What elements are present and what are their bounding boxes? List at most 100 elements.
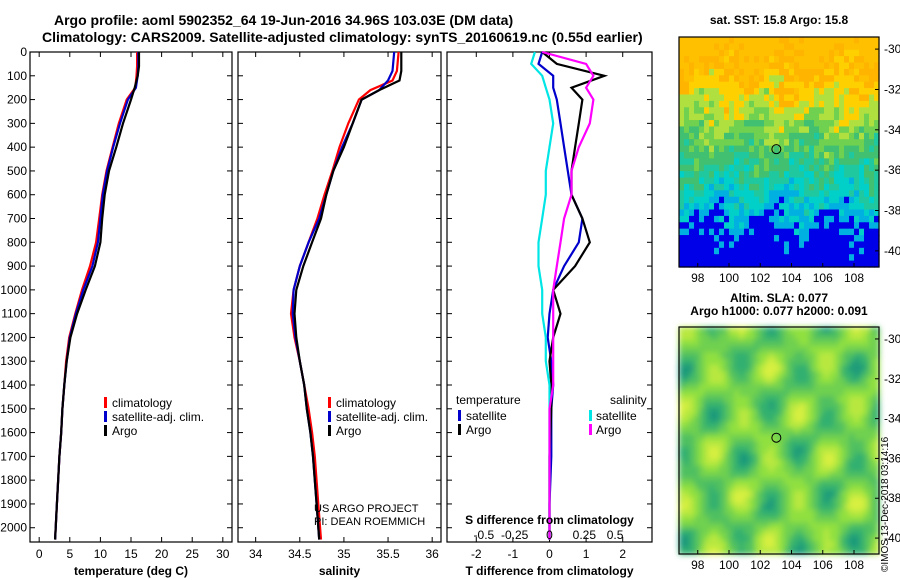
- map-cell: [734, 43, 740, 51]
- map-cell: [724, 177, 730, 185]
- map-cell: [864, 88, 870, 96]
- map-cell: [874, 68, 880, 76]
- map-cell: [854, 358, 860, 366]
- depth-tick-label: 800: [7, 235, 27, 249]
- map-cell: [699, 94, 705, 102]
- map-cell: [719, 241, 725, 249]
- x-axis-label: T difference from climatology: [465, 564, 633, 578]
- map-cell: [849, 247, 855, 255]
- map-cell: [869, 497, 875, 505]
- depth-tick-label: 1600: [0, 426, 27, 440]
- map-cell: [774, 446, 780, 454]
- map-cell: [829, 43, 835, 51]
- map-cell: [734, 509, 740, 517]
- map-cell: [784, 402, 790, 410]
- map-cell: [844, 49, 850, 57]
- map-cell: [694, 408, 700, 416]
- map-lat-label: -38: [884, 204, 900, 218]
- map-cell: [839, 497, 845, 505]
- map-cell: [809, 503, 815, 511]
- map-cell: [814, 100, 820, 108]
- map-cell: [749, 478, 755, 486]
- map-cell: [834, 247, 840, 255]
- map-cell: [794, 434, 800, 442]
- map-cell: [749, 396, 755, 404]
- map-cell: [764, 528, 770, 536]
- map-cell: [784, 171, 790, 179]
- map-cell: [684, 402, 690, 410]
- map-cell: [699, 408, 705, 416]
- map-cell: [689, 547, 695, 555]
- map-cell: [794, 421, 800, 429]
- map-cell: [849, 358, 855, 366]
- plot-frame: [237, 51, 442, 543]
- map-cell: [854, 177, 860, 185]
- map-cell: [864, 352, 870, 360]
- map-cell: [784, 37, 790, 44]
- map-cell: [854, 408, 860, 416]
- map-cell: [789, 152, 795, 159]
- map-cell: [734, 339, 740, 347]
- map-cell: [719, 472, 725, 479]
- map-cell: [784, 396, 790, 404]
- map-cell: [869, 254, 875, 262]
- map-cell: [844, 145, 850, 153]
- map-cell: [699, 547, 705, 555]
- map-cell: [704, 339, 710, 347]
- map-cell: [774, 94, 780, 102]
- map-cell: [804, 516, 810, 524]
- map-cell: [834, 215, 840, 223]
- map-cell: [729, 434, 735, 442]
- map-cell: [869, 171, 875, 179]
- map-cell: [824, 120, 830, 128]
- map-cell: [694, 472, 700, 479]
- map-cell: [839, 68, 845, 76]
- map-cell: [714, 490, 720, 498]
- map-cell: [869, 43, 875, 51]
- map-cell: [864, 453, 870, 461]
- map-cell: [719, 120, 725, 128]
- map-cell: [679, 222, 685, 230]
- map-cell: [699, 459, 705, 467]
- map-cell: [869, 371, 875, 379]
- map-cell: [709, 415, 715, 423]
- map-cell: [844, 547, 850, 555]
- map-cell: [699, 383, 705, 391]
- map-cell: [694, 113, 700, 121]
- map-cell: [704, 177, 710, 185]
- map-cell: [844, 478, 850, 486]
- map-cell: [759, 453, 765, 461]
- map-cell: [859, 228, 865, 236]
- map-cell: [799, 132, 805, 140]
- map-cell: [814, 358, 820, 366]
- map-cell: [714, 383, 720, 391]
- map-cell: [874, 327, 880, 334]
- map-cell: [779, 196, 785, 204]
- map-cell: [739, 120, 745, 128]
- map-cell: [834, 402, 840, 410]
- map-cell: [859, 196, 865, 204]
- map-cell: [829, 183, 835, 191]
- map-cell: [704, 472, 710, 479]
- map-cell: [854, 126, 860, 134]
- map-cell: [749, 222, 755, 230]
- map-cell: [774, 383, 780, 391]
- map-cell: [774, 62, 780, 70]
- map-cell: [814, 453, 820, 461]
- map-cell: [774, 427, 780, 435]
- map-cell: [739, 396, 745, 404]
- map-cell: [679, 254, 685, 262]
- map-cell: [854, 228, 860, 236]
- map-cell: [769, 390, 775, 397]
- map-cell: [689, 120, 695, 128]
- map-lon-label: 106: [813, 271, 833, 285]
- map-cell: [749, 145, 755, 153]
- x-tick-label: 30: [216, 547, 230, 561]
- map-cell: [834, 522, 840, 530]
- map-cell: [864, 547, 870, 555]
- map-cell: [724, 62, 730, 70]
- map-cell: [734, 203, 740, 211]
- map-cell: [789, 215, 795, 223]
- float-position-marker: [771, 432, 782, 443]
- map-cell: [859, 358, 865, 366]
